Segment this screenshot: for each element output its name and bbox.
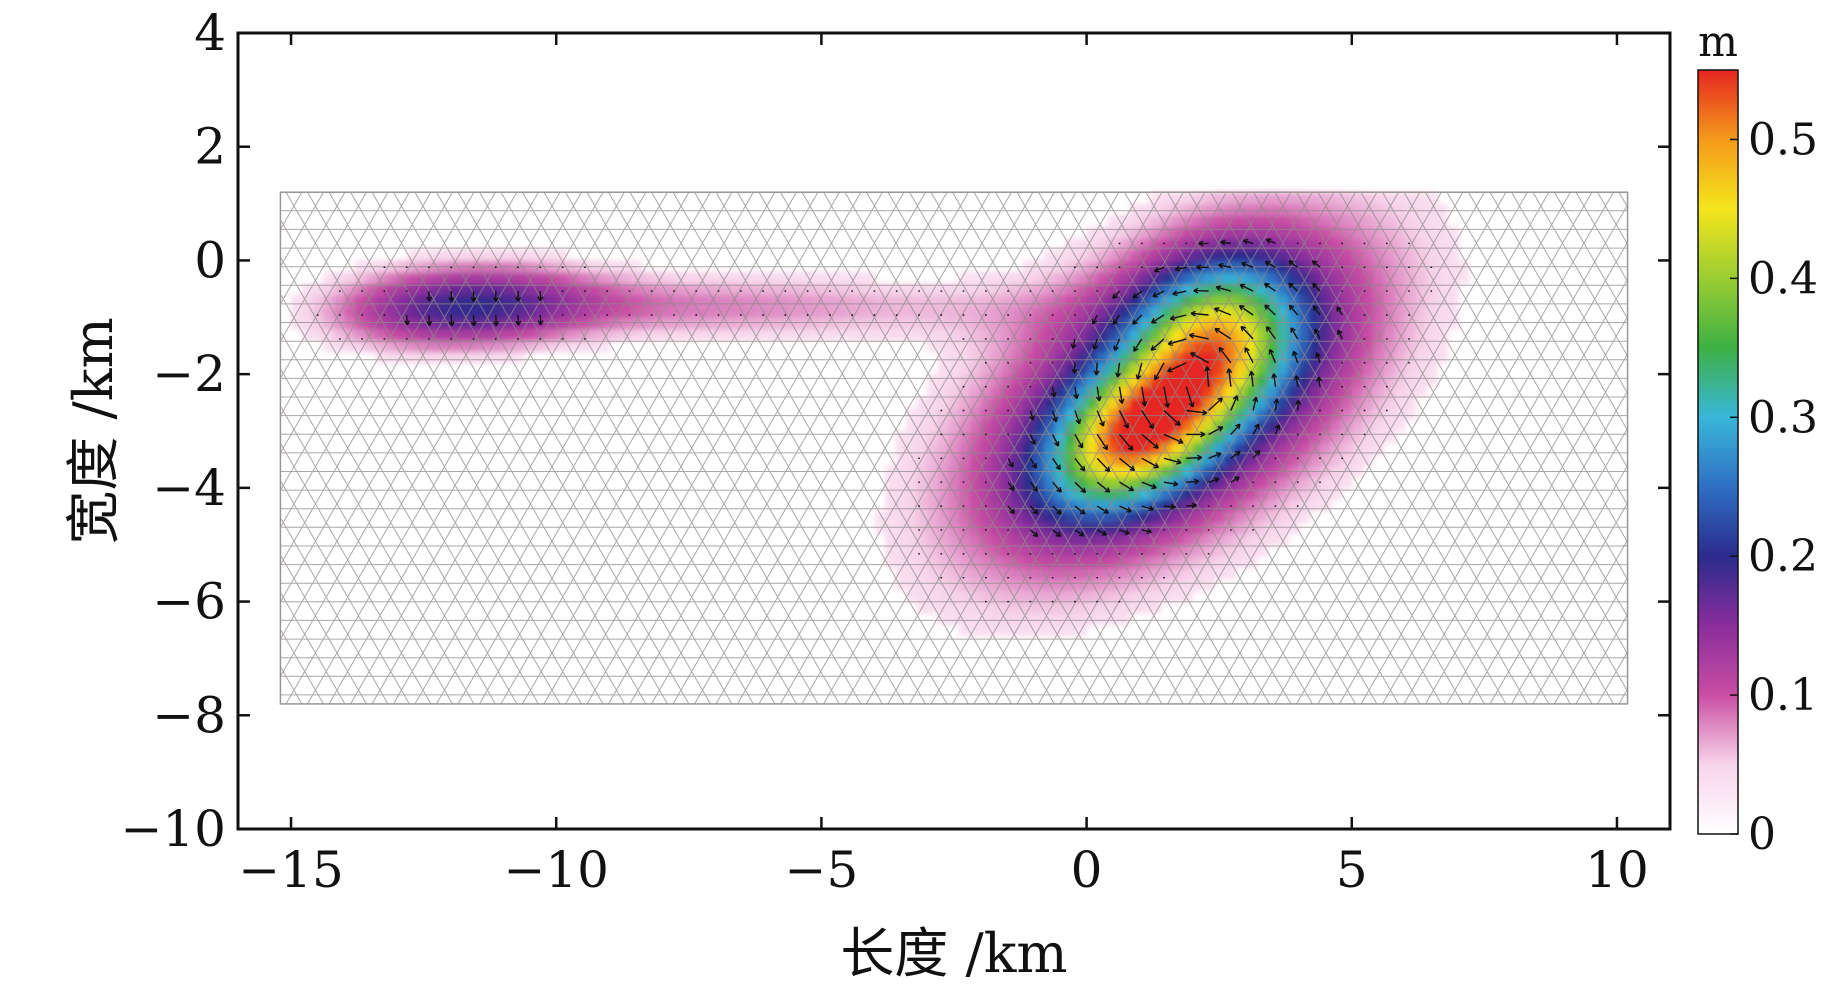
fault-mesh: [279, 191, 1629, 705]
y-tick-label: −2: [152, 345, 226, 403]
colorbar-tick-label: 0.2: [1748, 531, 1818, 582]
colorbar-ticks: 0 0.1 0.2 0.3 0.4 0.5: [1730, 114, 1818, 860]
y-tick-label: −6: [152, 573, 226, 631]
x-tick-label: −15: [238, 841, 344, 899]
colorbar-scale: [1697, 69, 1739, 835]
x-tick-label: 5: [1336, 841, 1368, 899]
slip-vectors: [316, 238, 1433, 603]
y-axis-title: 宽度 /km: [62, 317, 125, 544]
slip-heat-cells: [291, 192, 1470, 637]
colorbar-tick-label: 0.5: [1748, 114, 1818, 165]
y-tick-label: 2: [194, 118, 226, 176]
colorbar-tick-label: 0.4: [1748, 253, 1818, 304]
y-tick-label: −4: [152, 459, 226, 517]
x-tick-label: −10: [503, 841, 609, 899]
y-tick-label: −8: [152, 686, 226, 744]
y-tick-label: 0: [194, 231, 226, 289]
colorbar-tick-label: 0.1: [1748, 670, 1818, 721]
colorbar-unit-label: m: [1698, 17, 1738, 66]
x-tick-label: −5: [785, 841, 859, 899]
x-axis: −15 −10 −5 0 5 10: [238, 33, 1649, 899]
y-tick-label: −10: [120, 800, 226, 858]
x-tick-label: 10: [1585, 841, 1649, 899]
mesh-boundary: [279, 191, 1629, 705]
x-tick-label: 0: [1071, 841, 1103, 899]
colorbar-tick-label: 0: [1748, 809, 1776, 860]
y-axis: 4 2 0 −2 −4 −6 −8 −10: [120, 4, 1670, 858]
colorbar: m 0 0.1 0.2 0.3 0.4 0.5: [1697, 17, 1818, 860]
slip-vector-layer: [316, 238, 1433, 603]
slip-heat-layer: [291, 192, 1470, 637]
y-tick-label: 4: [194, 4, 226, 62]
plot-area: [279, 191, 1629, 705]
plot-frame: [236, 31, 1672, 831]
colorbar-tick-label: 0.3: [1748, 392, 1818, 443]
x-axis-title: 长度 /km: [840, 922, 1067, 981]
